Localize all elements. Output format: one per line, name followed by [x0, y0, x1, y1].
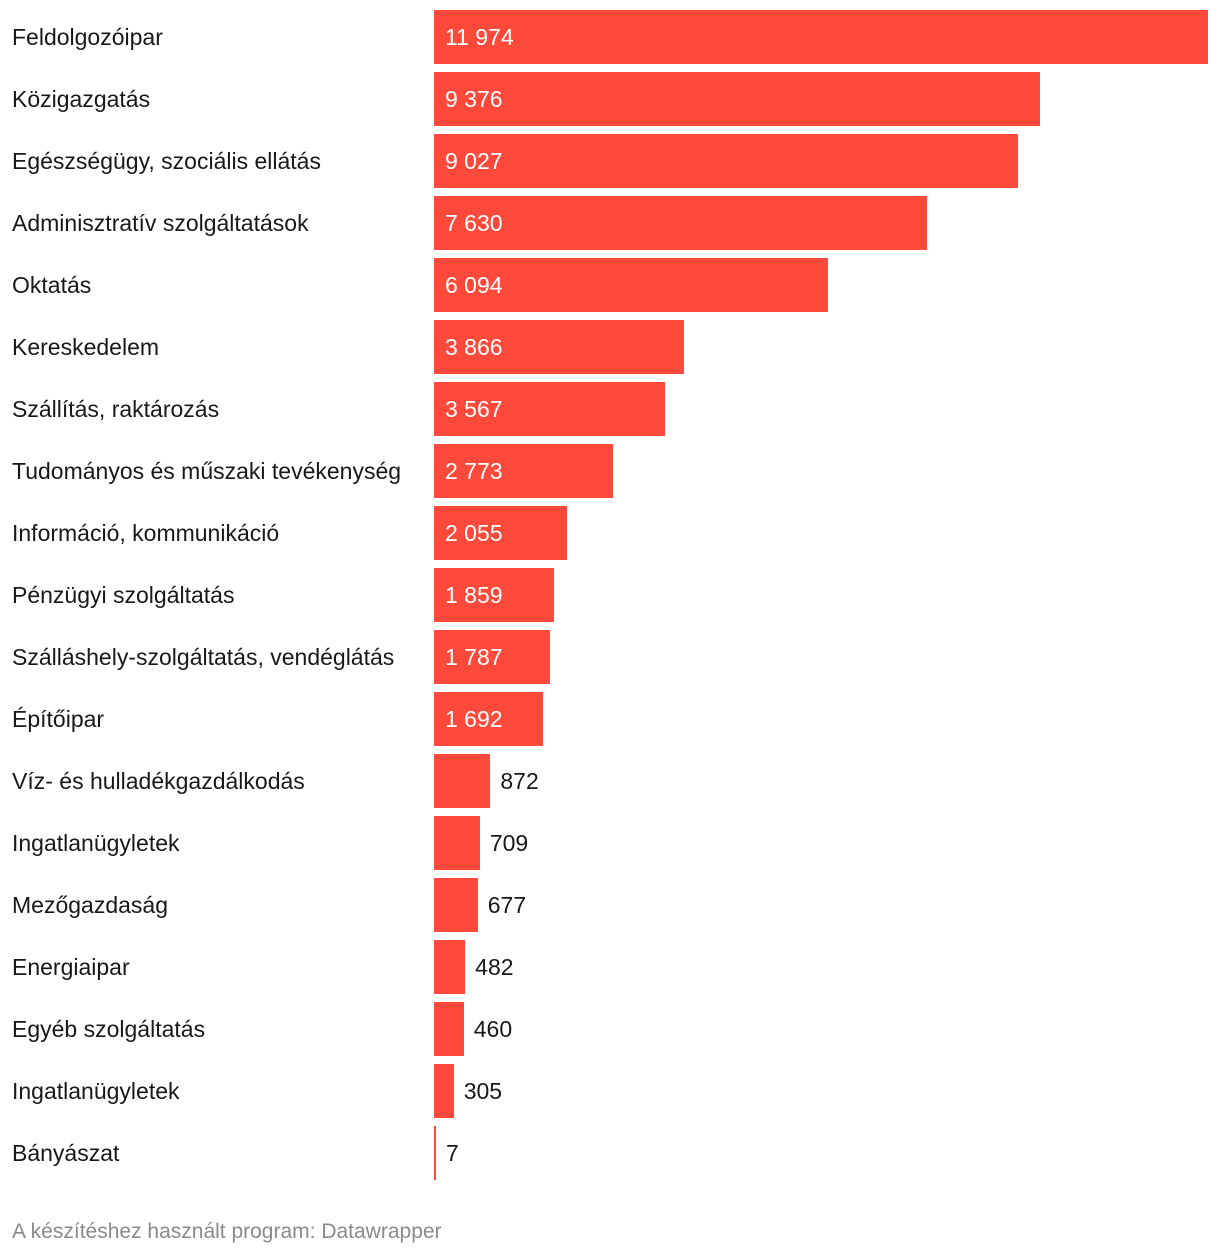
category-label: Ingatlanügyletek	[12, 830, 180, 856]
value-label: 2 773	[445, 458, 503, 484]
value-label: 9 376	[445, 86, 503, 112]
value-label: 6 094	[445, 272, 503, 298]
bar	[434, 754, 491, 808]
footer-credit: A készítéshez használt program: Datawrap…	[12, 1220, 442, 1243]
bar	[434, 878, 478, 932]
category-label: Kereskedelem	[12, 334, 160, 360]
bar	[434, 940, 466, 994]
value-label: 677	[487, 892, 527, 918]
category-label: Tudományos és műszaki tevékenység	[12, 458, 402, 484]
value-label: 709	[489, 830, 529, 856]
bar	[434, 1064, 454, 1118]
value-label: 3 866	[445, 334, 503, 360]
category-label: Építőipar	[12, 706, 105, 732]
category-label: Energiaipar	[12, 954, 130, 980]
category-label: Bányászat	[12, 1140, 120, 1166]
bar	[434, 1002, 464, 1056]
category-label: Feldolgozóipar	[12, 24, 163, 50]
category-label: Szálláshely-szolgáltatás, vendéglátás	[12, 644, 395, 670]
bar	[434, 506, 567, 560]
value-label: 1 692	[445, 706, 503, 732]
category-label: Közigazgatás	[12, 86, 151, 112]
category-label: Mezőgazdaság	[12, 892, 168, 918]
bar	[434, 1126, 436, 1180]
value-label: 1 787	[445, 644, 503, 670]
value-label: 482	[475, 954, 514, 980]
value-label: 3 567	[445, 396, 503, 422]
value-label: 11 974	[445, 24, 514, 50]
category-label: Ingatlanügyletek	[12, 1078, 180, 1104]
value-label: 872	[500, 768, 539, 794]
bar	[434, 816, 480, 870]
category-label: Információ, kommunikáció	[12, 520, 280, 546]
category-label: Pénzügyi szolgáltatás	[12, 582, 235, 608]
value-label: 305	[463, 1078, 503, 1104]
bar	[434, 320, 684, 374]
bar	[434, 630, 550, 684]
value-label: 7 630	[445, 210, 503, 236]
bar	[434, 10, 1208, 64]
bar	[434, 692, 544, 746]
bar	[434, 134, 1018, 188]
category-label: Egyéb szolgáltatás	[12, 1016, 206, 1042]
bar	[434, 568, 555, 622]
value-label: 9 027	[445, 148, 503, 174]
bar	[434, 444, 614, 498]
category-label: Egészségügy, szociális ellátás	[12, 148, 321, 174]
category-label: Adminisztratív szolgáltatások	[12, 210, 309, 236]
category-label: Víz- és hulladékgazdálkodás	[12, 768, 305, 794]
category-label: Oktatás	[12, 272, 92, 298]
bar	[434, 196, 928, 250]
value-label: 1 859	[445, 582, 503, 608]
bar	[434, 258, 828, 312]
bar	[434, 382, 665, 436]
category-label: Szállítás, raktározás	[12, 396, 220, 422]
value-label: 7	[446, 1140, 459, 1166]
value-label: 460	[473, 1016, 513, 1042]
value-label: 2 055	[445, 520, 503, 546]
bar	[434, 72, 1041, 126]
